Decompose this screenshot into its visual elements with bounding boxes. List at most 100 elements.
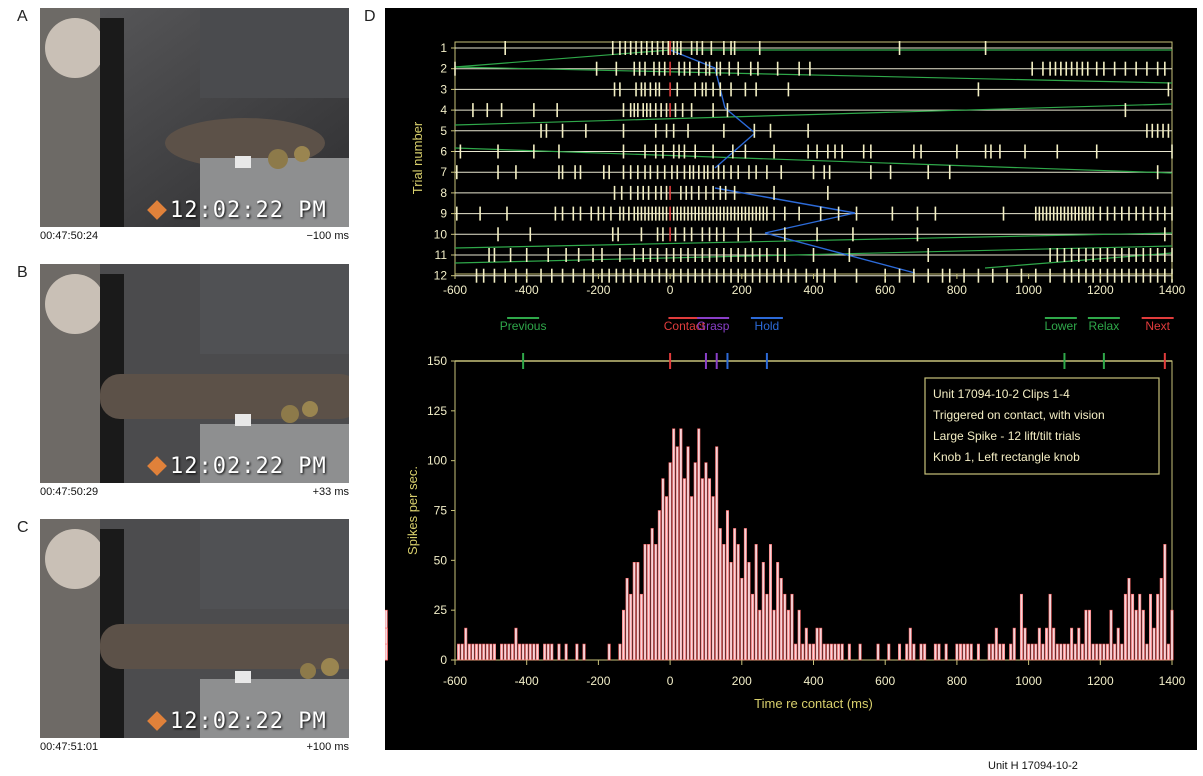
histogram-bar (923, 643, 927, 661)
histogram-x-tick-label: 800 (947, 674, 967, 688)
trajectory-line (454, 103, 1173, 126)
trajectory-line (454, 232, 1173, 249)
raster-x-tick-label: 800 (947, 283, 967, 297)
histogram-bar (944, 643, 948, 661)
histogram-bar (1041, 643, 1045, 661)
trial-label: 4 (440, 103, 447, 117)
trial-label: 6 (440, 145, 447, 159)
histogram-bar (772, 609, 776, 661)
histogram-bar (1002, 643, 1005, 661)
histogram-bar (1077, 627, 1081, 661)
hold-trajectory-line (714, 132, 756, 169)
trial-label: 7 (440, 165, 447, 179)
time-code-c: 00:47:51:01 (40, 741, 99, 753)
histogram-bar (858, 643, 862, 661)
trajectory-line (454, 49, 671, 68)
histogram-bar (1163, 544, 1167, 661)
time-code-a: 00:47:50:24 (40, 230, 99, 242)
histogram-bar (639, 593, 643, 661)
histogram-y-tick-label: 50 (434, 553, 448, 567)
monkey-reach-image-b (40, 264, 349, 483)
unit-footer: Unit H 17094-10-2 (988, 760, 1078, 772)
histogram-bar (768, 544, 772, 661)
histogram-bar (704, 462, 708, 661)
raster-x-tick-label: 1400 (1159, 283, 1186, 297)
histogram-bar (535, 643, 539, 661)
trial-label: 5 (440, 124, 447, 138)
trial-label: 2 (440, 62, 447, 76)
histogram-bar (1152, 627, 1156, 661)
histogram-bar (1059, 643, 1063, 661)
panel-label-c: C (17, 519, 29, 536)
panel-label-a: A (17, 8, 28, 25)
histogram-bar (955, 643, 959, 661)
monkey-reach-image-c (40, 519, 349, 738)
histogram-bar (700, 478, 704, 661)
video-clock-a: 12:02:22 PM (170, 198, 327, 223)
histogram-bar (1123, 593, 1127, 661)
histogram-bar (1055, 643, 1059, 661)
histogram-bar (1134, 609, 1138, 661)
event-legend-label: Lower (1045, 319, 1078, 333)
histogram-x-tick-label: 0 (667, 674, 674, 688)
histogram-bar (725, 510, 729, 661)
histogram-bar (618, 643, 622, 661)
event-legend-label: Contact (664, 319, 706, 333)
histogram-y-tick-label: 25 (434, 603, 448, 617)
histogram-x-tick-label: 1000 (1015, 674, 1042, 688)
histogram-bar (690, 496, 694, 661)
histogram-bar (460, 643, 464, 661)
histogram-bar (1159, 577, 1163, 661)
event-legend-label: Next (1145, 319, 1170, 333)
histogram-bar (1023, 627, 1027, 661)
histogram-bar (1116, 627, 1120, 661)
histogram-bar (625, 577, 629, 661)
histogram-bar (1027, 643, 1031, 661)
raster-y-axis-label: Trial number (410, 121, 425, 194)
histogram-x-tick-label: 1200 (1087, 674, 1114, 688)
histogram-bar (822, 643, 826, 661)
histogram-bar (482, 643, 486, 661)
histogram-bar (905, 643, 909, 661)
histogram-bar (629, 593, 633, 661)
histogram-bar (1012, 627, 1016, 661)
histogram-bar (1045, 627, 1049, 661)
histogram-bar (887, 643, 891, 661)
raster-x-tick-label: 0 (667, 283, 674, 297)
histogram-bar (643, 544, 647, 661)
time-code-b: 00:47:50:29 (40, 486, 99, 498)
hold-trajectory-line (764, 212, 856, 234)
histogram-bar (1070, 627, 1074, 661)
histogram-bar (1113, 643, 1117, 661)
trial-label: 8 (440, 186, 447, 200)
info-box-line: Large Spike - 12 lift/tilt trials (933, 429, 1080, 443)
histogram-bar (933, 643, 937, 661)
histogram-bar (966, 643, 970, 661)
panel-label-b: B (17, 264, 28, 281)
histogram-bar (632, 562, 636, 661)
raster-x-tick-label: 1000 (1015, 283, 1042, 297)
histogram-bar (557, 643, 561, 661)
histogram-bar (672, 428, 676, 661)
histogram-bar (987, 643, 991, 661)
histogram-bar (1166, 643, 1170, 661)
histogram-bar (715, 446, 719, 661)
histogram-bar (779, 577, 783, 661)
histogram-bar (467, 643, 471, 661)
histogram-bar (650, 528, 654, 661)
raster-frame (454, 41, 1173, 275)
histogram-bar (525, 643, 529, 661)
histogram-bar (500, 643, 504, 661)
trial-label: 12 (434, 269, 448, 283)
histogram-bar (478, 643, 482, 661)
histogram-bar (686, 446, 690, 661)
histogram-bar (1098, 643, 1102, 661)
histogram-bar (457, 643, 461, 661)
histogram-bar (876, 643, 880, 661)
histogram-bar (1138, 593, 1142, 661)
histogram-bar (908, 627, 912, 661)
trajectory-line (454, 66, 1173, 84)
histogram-bar (847, 643, 851, 661)
histogram-y-tick-label: 75 (434, 504, 448, 518)
histogram-x-tick-label: -600 (443, 674, 467, 688)
